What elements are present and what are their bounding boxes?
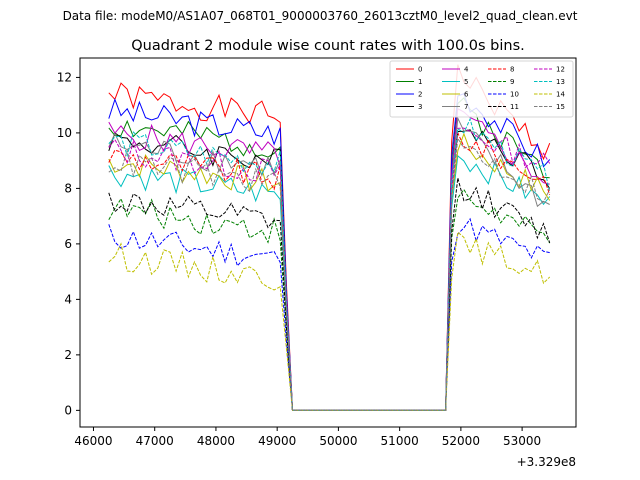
x-tick-label: 48000 [197, 434, 235, 448]
legend-label-1: 1 [418, 78, 422, 86]
legend-label-0: 0 [418, 66, 422, 74]
legend-label-6: 6 [464, 91, 469, 99]
legend-label-11: 11 [510, 103, 519, 111]
legend-box [389, 60, 574, 118]
figure-suptitle: Data file: modeM0/AS1A07_068T01_90000037… [63, 9, 578, 23]
series-layer [108, 64, 551, 411]
legend-label-4: 4 [464, 66, 469, 74]
x-tick-label: 49000 [258, 434, 296, 448]
legend-label-3: 3 [418, 103, 422, 111]
y-tick-label: 12 [57, 70, 72, 84]
plot-frame [79, 57, 577, 428]
series-line-14 [108, 231, 551, 411]
plot-area [79, 57, 577, 428]
legend-label-13: 13 [556, 78, 565, 86]
legend-label-7: 7 [464, 103, 468, 111]
x-tick-label: 47000 [136, 434, 174, 448]
legend-label-8: 8 [510, 66, 514, 74]
y-axis: 0 2 4 6 8 10 12 [57, 70, 80, 417]
y-tick-label: 8 [64, 181, 72, 195]
legend-label-9: 9 [510, 78, 514, 86]
legend-label-2: 2 [418, 91, 422, 99]
y-tick-label: 4 [64, 292, 72, 306]
y-tick-label: 0 [64, 403, 72, 417]
legend-label-15: 15 [556, 103, 565, 111]
legend-label-5: 5 [464, 78, 468, 86]
legend-label-10: 10 [510, 91, 519, 99]
chart-title: Quadrant 2 module wise count rates with … [131, 38, 525, 54]
y-tick-label: 2 [64, 348, 72, 362]
y-tick-label: 10 [57, 126, 72, 140]
legend-label-12: 12 [556, 66, 565, 74]
x-tick-label: 53000 [503, 434, 541, 448]
y-tick-label: 6 [64, 237, 72, 251]
x-tick-label: 50000 [319, 434, 357, 448]
x-axis-offset-label: +3.329e8 [517, 455, 576, 469]
series-line-15 [108, 136, 551, 411]
x-tick-label: 46000 [74, 434, 112, 448]
x-tick-label: 52000 [442, 434, 480, 448]
x-axis: 46000 47000 48000 49000 50000 51000 52000 53000 [74, 427, 541, 448]
x-tick-label: 51000 [381, 434, 419, 448]
legend-label-14: 14 [556, 91, 565, 99]
